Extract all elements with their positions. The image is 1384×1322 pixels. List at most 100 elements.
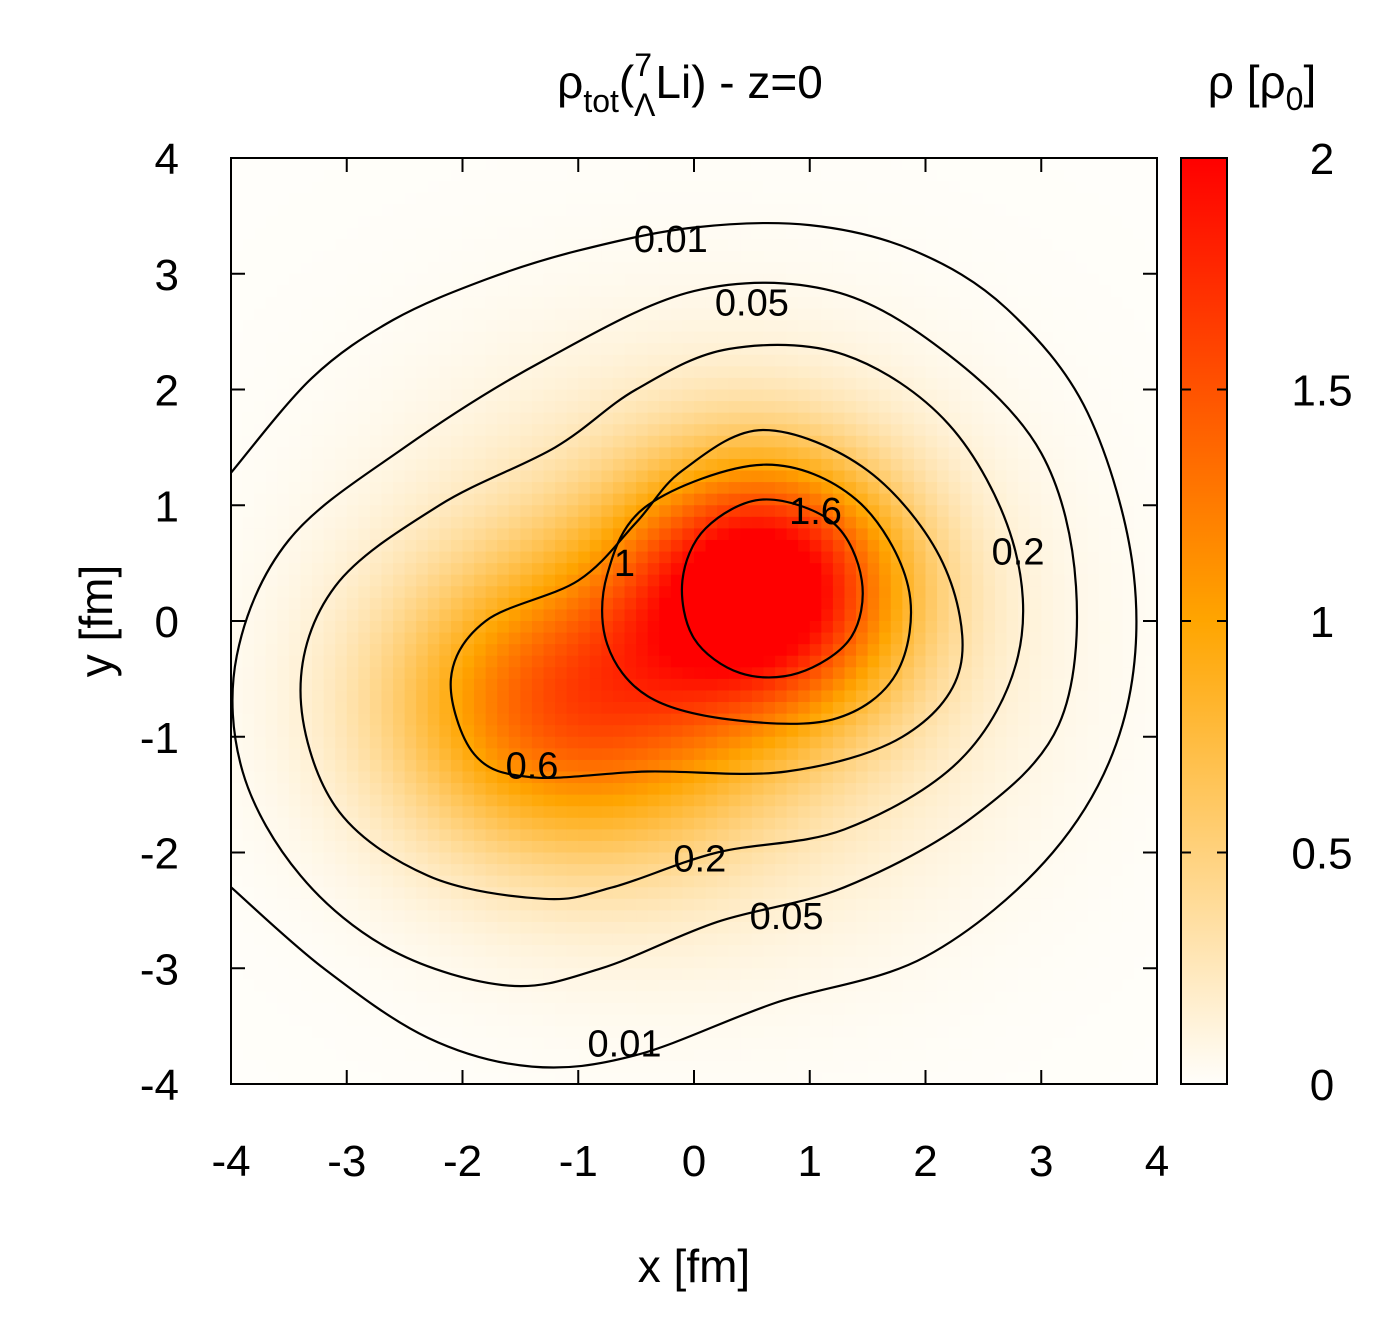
heatmap-cell <box>879 482 892 495</box>
heatmap-cell <box>520 991 533 1004</box>
heatmap-cell <box>809 979 822 992</box>
heatmap-cell <box>555 632 568 645</box>
heatmap-cell <box>555 1072 568 1084</box>
heatmap-cell <box>832 771 846 784</box>
heatmap-cell <box>520 655 533 668</box>
heatmap-cell <box>474 1026 487 1039</box>
heatmap-cell <box>775 539 788 553</box>
heatmap-cell <box>902 759 915 773</box>
heatmap-cell <box>543 910 556 923</box>
heatmap-cell <box>231 516 244 529</box>
heatmap-cell <box>393 609 406 622</box>
heatmap-cell <box>705 320 718 333</box>
heatmap-cell <box>346 250 359 263</box>
heatmap-cell <box>705 759 718 773</box>
heatmap-cell <box>890 887 903 900</box>
heatmap-cell <box>520 377 533 391</box>
heatmap-cell <box>555 285 568 298</box>
heatmap-cell <box>913 794 927 807</box>
heatmap-cell <box>497 783 510 796</box>
heatmap-cell <box>775 1049 788 1062</box>
heatmap-cell <box>902 806 915 819</box>
heatmap-cell <box>497 852 510 865</box>
heatmap-cell <box>566 204 579 217</box>
heatmap-cell <box>798 215 811 229</box>
heatmap-cell <box>670 783 684 796</box>
heatmap-cell <box>809 458 822 472</box>
heatmap-cell <box>231 1026 244 1039</box>
heatmap-cell <box>416 632 429 645</box>
heatmap-cell <box>624 1060 637 1074</box>
heatmap-cell <box>369 169 383 182</box>
heatmap-cell <box>763 979 776 992</box>
heatmap-cell <box>265 632 278 645</box>
heatmap-cell <box>844 956 857 969</box>
heatmap-cell <box>416 794 429 807</box>
heatmap-cell <box>288 227 302 240</box>
heatmap-cell <box>427 1060 440 1074</box>
heatmap-cell <box>821 806 834 819</box>
heatmap-cell <box>694 377 707 391</box>
heatmap-cell <box>531 597 545 611</box>
heatmap-cell <box>474 806 487 819</box>
heatmap-cell <box>821 1002 834 1016</box>
heatmap-cell <box>231 412 244 425</box>
heatmap-cell <box>497 192 510 205</box>
heatmap-cell <box>705 458 718 472</box>
heatmap-cell <box>254 215 267 229</box>
heatmap-cell <box>902 192 915 205</box>
heatmap-cell <box>393 470 406 483</box>
heatmap-cell <box>705 563 718 576</box>
heatmap-cell <box>763 725 776 738</box>
heatmap-cell <box>913 771 927 784</box>
heatmap-cell <box>254 794 267 807</box>
heatmap-cell <box>346 759 359 773</box>
heatmap-cell <box>381 806 394 819</box>
heatmap-cell <box>335 366 348 379</box>
heatmap-cell <box>277 1037 290 1050</box>
heatmap-cell <box>890 192 903 205</box>
heatmap-cell <box>346 331 359 344</box>
heatmap-cell <box>867 678 880 692</box>
heatmap-cell <box>566 239 579 252</box>
heatmap-cell <box>416 667 429 680</box>
heatmap-cell <box>508 563 521 576</box>
heatmap-cell <box>312 806 325 819</box>
heatmap-cell <box>300 817 313 830</box>
heatmap-cell <box>612 852 626 865</box>
heatmap-cell <box>323 736 336 749</box>
heatmap-cell <box>485 1014 498 1027</box>
heatmap-cell <box>474 667 487 680</box>
heatmap-cell <box>450 447 464 460</box>
heatmap-cell <box>497 748 510 761</box>
heatmap-cell <box>740 632 753 645</box>
heatmap-cell <box>358 1037 371 1050</box>
heatmap-cell <box>265 169 278 182</box>
heatmap-cell <box>601 1026 614 1039</box>
heatmap-cell <box>578 447 591 460</box>
heatmap-cell <box>705 621 718 634</box>
heatmap-cell <box>694 215 707 229</box>
heatmap-cell <box>474 574 487 587</box>
heatmap-cell <box>705 250 718 263</box>
heatmap-cell <box>312 840 325 854</box>
heatmap-cell <box>751 794 765 807</box>
heatmap-cell <box>323 725 336 738</box>
heatmap-cell <box>265 331 278 344</box>
heatmap-cell <box>902 609 915 622</box>
heatmap-cell <box>913 505 927 518</box>
heatmap-cell <box>265 840 278 854</box>
heatmap-cell <box>636 829 649 842</box>
heatmap-cell <box>508 227 521 240</box>
heatmap-cell <box>821 354 834 367</box>
heatmap-cell <box>612 840 626 854</box>
heatmap-cell <box>462 991 475 1004</box>
heatmap-cell <box>682 401 695 414</box>
heatmap-cell <box>288 644 302 657</box>
heatmap-cell <box>566 563 579 576</box>
heatmap-cell <box>416 447 429 460</box>
heatmap-cell <box>288 169 302 182</box>
heatmap-cell <box>786 528 799 541</box>
heatmap-cell <box>821 377 834 391</box>
heatmap-cell <box>809 424 822 437</box>
